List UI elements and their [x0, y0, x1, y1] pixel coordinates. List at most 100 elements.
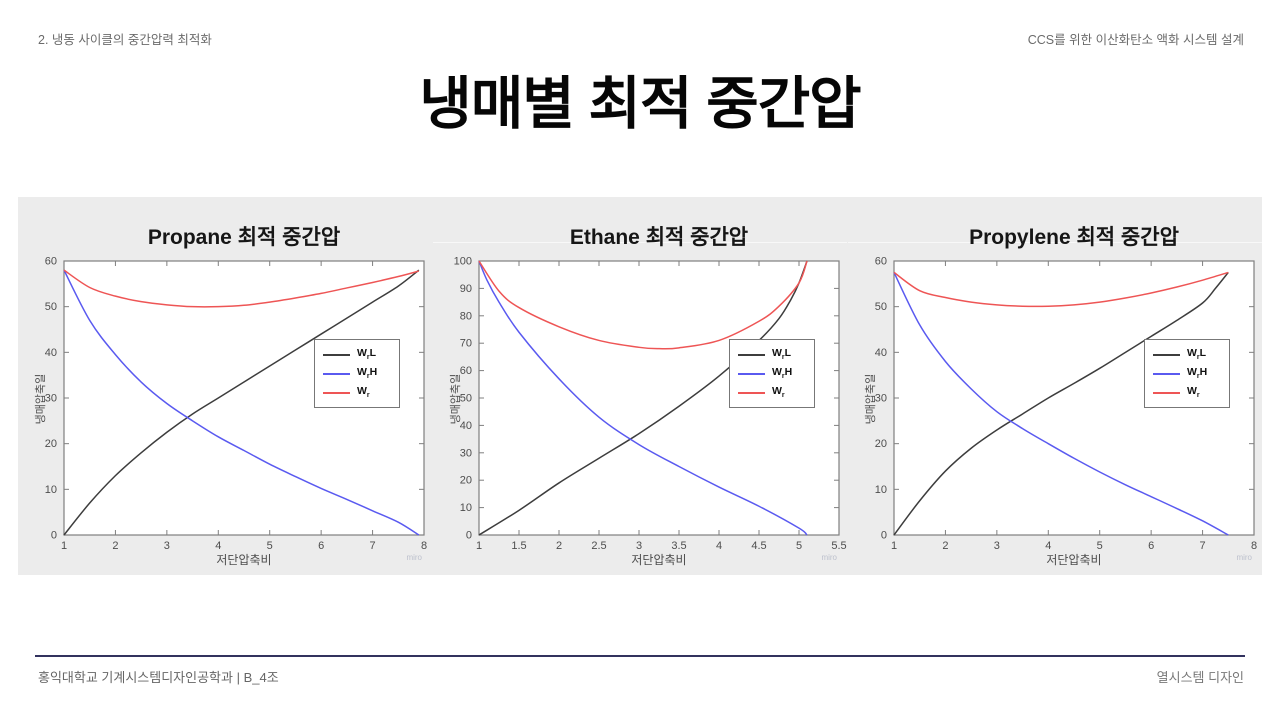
chart-panel-ethane: Ethane 최적 중간압 냉매압축일 1 1.5 2 2.5 3 3.5 4 4.5 5 5.5…: [433, 197, 847, 575]
legend-label: WrH: [1187, 365, 1208, 381]
series-line-WrH: [63, 269, 420, 536]
x-tick-label: 7: [370, 540, 376, 552]
x-tick-label: 4: [215, 540, 221, 552]
x-tick-label: 5: [1097, 540, 1103, 552]
chart-title: Ethane 최적 중간압: [569, 226, 749, 249]
series-line-Wr: [63, 269, 420, 308]
x-tick-label: 3: [164, 540, 170, 552]
plot-area: 1 2 3 4 5 6 7 8 0 10 20 30 40 50 60: [875, 256, 1257, 553]
figure-edge-seam: [433, 242, 847, 243]
legend-line-swatch: [323, 353, 350, 356]
legend-item: WrH: [730, 364, 814, 383]
legend-label: Wr: [357, 384, 370, 400]
y-tick-label: 30: [460, 447, 472, 459]
series-line-Wr: [893, 271, 1229, 308]
legend-label: WrH: [772, 365, 793, 381]
legend-line-swatch: [323, 372, 350, 375]
legend-label: WrL: [1187, 346, 1207, 362]
legend-item: Wr: [315, 383, 399, 402]
legend-line-swatch: [1153, 353, 1180, 356]
series-line-Wr: [478, 260, 808, 350]
footer-affiliation: 홍익대학교 기계시스템디자인공학과 | B_4조: [38, 670, 279, 685]
y-tick-label: 50: [45, 301, 57, 313]
x-tick-label: 3: [636, 540, 642, 552]
y-tick-label: 0: [881, 530, 887, 542]
x-tick-label: 2: [942, 540, 948, 552]
x-tick-label: 3: [994, 540, 1000, 552]
x-tick-label: 8: [421, 540, 427, 552]
legend-item: WrL: [730, 345, 814, 364]
figure-edge-seam: [848, 242, 1262, 243]
y-tick-label: 100: [454, 256, 472, 268]
y-tick-label: 70: [460, 338, 472, 350]
y-tick-label: 60: [45, 256, 57, 268]
legend: WrL WrH Wr: [1144, 339, 1230, 408]
x-tick-label: 4: [716, 540, 722, 552]
x-tick-label: 1: [476, 540, 482, 552]
y-tick-label: 80: [460, 310, 472, 322]
y-tick-label: 90: [460, 283, 472, 295]
legend-label: Wr: [1187, 384, 1200, 400]
x-tick-label: 6: [1148, 540, 1154, 552]
x-tick-label: 5: [267, 540, 273, 552]
miro-watermark: miro: [821, 553, 837, 562]
legend: WrL WrH Wr: [314, 339, 400, 408]
x-tick-label: 5: [796, 540, 802, 552]
y-tick-label: 0: [51, 530, 57, 542]
y-tick-label: 40: [45, 347, 57, 359]
series-line-WrL: [478, 260, 808, 536]
x-tick-label: 1: [891, 540, 897, 552]
legend-item: Wr: [1145, 383, 1229, 402]
slide-title: 냉매별 최적 중간압: [419, 72, 861, 136]
legend-line-swatch: [738, 391, 765, 394]
chart-title: Propane 최적 중간압: [147, 226, 341, 249]
legend-line-swatch: [1153, 391, 1180, 394]
x-tick-label: 1: [61, 540, 67, 552]
legend-item: WrL: [315, 345, 399, 364]
x-axis-label: 저단압축비: [631, 553, 687, 567]
series-line-WrL: [893, 271, 1229, 536]
chart-title: Propylene 최적 중간압: [969, 226, 1179, 249]
y-tick-label: 40: [460, 420, 472, 432]
legend-label: WrL: [357, 346, 377, 362]
legend-item: WrH: [315, 364, 399, 383]
x-tick-label: 2: [112, 540, 118, 552]
legend-label: WrH: [357, 365, 378, 381]
y-tick-label: 60: [875, 256, 887, 268]
y-tick-label: 0: [466, 530, 472, 542]
legend: WrL WrH Wr: [729, 339, 815, 408]
x-tick-label: 2.5: [591, 540, 606, 552]
y-tick-label: 10: [875, 484, 887, 496]
chart-panel-propylene: Propylene 최적 중간압 냉매압축일 1 2 3 4 5 6 7 8 0 10 20 30 40…: [848, 197, 1262, 575]
chart-panel-propane: Propane 최적 중간압 냉매압축일 1 2 3 4 5 6 7 8 0 10 20 30 40 50…: [18, 197, 432, 575]
charts-band: Propane 최적 중간압 냉매압축일 1 2 3 4 5 6 7 8 0 10 20 30 40 50…: [18, 197, 1262, 575]
x-tick-label: 8: [1251, 540, 1257, 552]
y-tick-label: 10: [460, 502, 472, 514]
y-tick-label: 60: [460, 365, 472, 377]
footer-course: 열시스템 디자인: [1156, 670, 1244, 685]
x-tick-label: 3.5: [671, 540, 686, 552]
series-line-WrH: [478, 260, 808, 536]
legend-item: Wr: [730, 383, 814, 402]
y-tick-label: 30: [875, 393, 887, 405]
legend-item: WrL: [1145, 345, 1229, 364]
x-tick-label: 4.5: [751, 540, 766, 552]
miro-watermark: miro: [406, 553, 422, 562]
project-header: CCS를 위한 이산화탄소 액화 시스템 설계: [1027, 33, 1244, 47]
y-tick-label: 20: [45, 438, 57, 450]
y-tick-label: 40: [875, 347, 887, 359]
x-axis-label: 저단압축비: [216, 553, 272, 567]
x-tick-label: 6: [318, 540, 324, 552]
legend-label: Wr: [772, 384, 785, 400]
y-tick-label: 10: [45, 484, 57, 496]
y-tick-label: 20: [460, 475, 472, 487]
y-tick-label: 50: [875, 301, 887, 313]
y-tick-label: 30: [45, 393, 57, 405]
legend-item: WrH: [1145, 364, 1229, 383]
legend-label: WrL: [772, 346, 792, 362]
y-tick-label: 50: [460, 393, 472, 405]
series-line-WrH: [893, 272, 1229, 536]
legend-line-swatch: [1153, 372, 1180, 375]
x-tick-label: 1.5: [511, 540, 526, 552]
